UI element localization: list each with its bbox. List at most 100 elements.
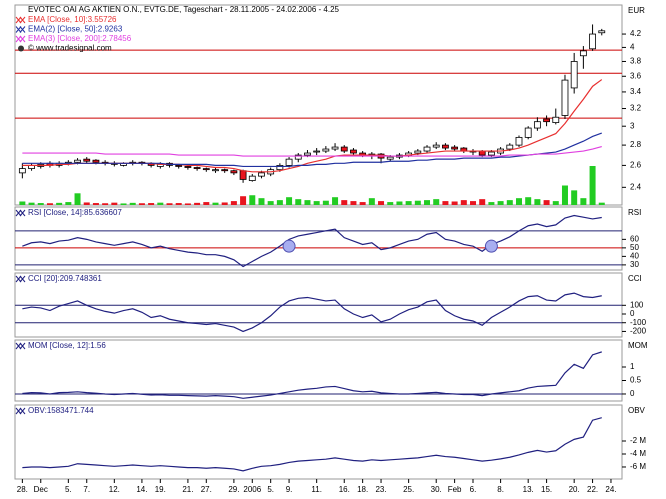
panel-frame bbox=[14, 206, 623, 271]
candle-body bbox=[258, 172, 265, 177]
x-tick-label: 6. bbox=[470, 485, 477, 494]
candle-body bbox=[478, 150, 486, 156]
candle-body bbox=[193, 167, 201, 169]
candle-body bbox=[533, 121, 541, 129]
candle-body bbox=[579, 50, 587, 57]
candle-body bbox=[230, 170, 238, 174]
candle-body bbox=[589, 33, 596, 50]
candle-body bbox=[340, 146, 348, 152]
candle-body bbox=[276, 165, 284, 171]
candle-body bbox=[322, 148, 330, 152]
legend-entry: EMA(2) [Close, 50]:2.9263 bbox=[28, 25, 123, 34]
y-tick-label: -2 M bbox=[630, 436, 646, 445]
volume-bar bbox=[488, 202, 495, 205]
x-tick-label: 7. bbox=[83, 485, 90, 494]
volume-bar bbox=[598, 202, 605, 205]
candle-body bbox=[515, 136, 523, 146]
volume-bar bbox=[442, 201, 449, 205]
indicator-line bbox=[22, 132, 602, 168]
y-tick-label: 30 bbox=[630, 260, 639, 269]
signal-marker bbox=[484, 239, 498, 253]
x-tick-label: 30. bbox=[431, 485, 442, 494]
volume-bar bbox=[230, 201, 237, 205]
y-tick-label: 3.6 bbox=[630, 71, 642, 80]
volume-bar bbox=[414, 200, 421, 205]
x-tick-label: 19. bbox=[155, 485, 166, 494]
volume-bar bbox=[295, 199, 302, 205]
candle-body bbox=[18, 168, 26, 174]
chart-title: EVOTEC OAI AG AKTIEN O.N., EVTG.DE, Tage… bbox=[28, 5, 340, 14]
x-tick-label: 23. bbox=[375, 485, 386, 494]
y-tick-label: 3.8 bbox=[630, 57, 642, 66]
candle-body bbox=[83, 158, 91, 162]
volume-bar bbox=[65, 202, 72, 205]
signal-marker bbox=[282, 239, 296, 253]
volume-bar bbox=[460, 200, 467, 205]
x-tick-label: 15. bbox=[541, 485, 552, 494]
volume-bar bbox=[129, 202, 136, 205]
y-axis-title: RSI bbox=[628, 208, 641, 217]
x-tick-label: 12. bbox=[109, 485, 120, 494]
candle-body bbox=[221, 169, 229, 172]
volume-bar bbox=[534, 199, 541, 205]
volume-bar bbox=[166, 203, 173, 205]
volume-bar bbox=[184, 203, 191, 205]
panel-frame bbox=[14, 339, 623, 402]
legend-entry: MOM [Close, 12]:1.56 bbox=[28, 341, 106, 350]
volume-bar bbox=[56, 202, 63, 205]
volume-bar bbox=[276, 200, 283, 205]
indicator-icon bbox=[15, 407, 26, 415]
volume-bar bbox=[28, 202, 35, 205]
volume-bar bbox=[203, 202, 210, 205]
volume-bar bbox=[396, 201, 403, 205]
candle-body bbox=[331, 146, 339, 150]
y-tick-label: -6 M bbox=[630, 462, 646, 471]
x-tick-label: 9. bbox=[286, 485, 293, 494]
candle-body bbox=[506, 144, 514, 150]
candle-body bbox=[175, 165, 183, 167]
indicator-icon bbox=[15, 26, 26, 33]
x-tick-label: 21. bbox=[182, 485, 193, 494]
y-tick-label: 4.2 bbox=[630, 29, 642, 38]
x-tick-label: 18. bbox=[357, 485, 368, 494]
y-tick-label: 4 bbox=[630, 43, 635, 52]
candle-body bbox=[570, 61, 578, 89]
candle-body bbox=[294, 154, 302, 160]
candle-body bbox=[304, 152, 311, 156]
candle-body bbox=[451, 146, 459, 150]
volume-bar bbox=[322, 200, 329, 205]
candle-body bbox=[561, 79, 569, 116]
volume-bar bbox=[138, 203, 145, 205]
x-tick-label: 8. bbox=[497, 485, 504, 494]
indicator-line bbox=[22, 292, 602, 333]
y-axis-title: EUR bbox=[628, 6, 645, 15]
candle-body bbox=[92, 159, 100, 163]
volume-bar bbox=[561, 185, 568, 205]
volume-bar bbox=[424, 200, 431, 205]
candle-body bbox=[432, 144, 440, 148]
candle-body bbox=[202, 168, 210, 171]
x-tick-label: 27. bbox=[201, 485, 212, 494]
x-tick-label: 2006 bbox=[243, 485, 261, 494]
y-tick-label: 2.4 bbox=[630, 182, 642, 191]
legend-entry: OBV:1583471.744 bbox=[28, 406, 94, 415]
x-tick-label: 13. bbox=[523, 485, 534, 494]
y-tick-label: 3.2 bbox=[630, 104, 642, 113]
y-tick-label: -4 M bbox=[630, 449, 646, 458]
volume-bar bbox=[258, 198, 265, 205]
volume-bar bbox=[74, 193, 81, 205]
legend-entry: RSI [Close, 14]:85.636607 bbox=[28, 208, 122, 217]
candle-body bbox=[552, 116, 560, 123]
y-tick-label: 0 bbox=[630, 389, 635, 398]
volume-bar bbox=[313, 201, 320, 205]
volume-bar bbox=[332, 197, 339, 205]
volume-bar bbox=[102, 203, 109, 205]
volume-bar bbox=[92, 203, 99, 205]
candle-body bbox=[598, 30, 606, 34]
volume-bar bbox=[479, 199, 486, 205]
volume-bar bbox=[378, 201, 385, 205]
volume-bar bbox=[212, 202, 219, 205]
